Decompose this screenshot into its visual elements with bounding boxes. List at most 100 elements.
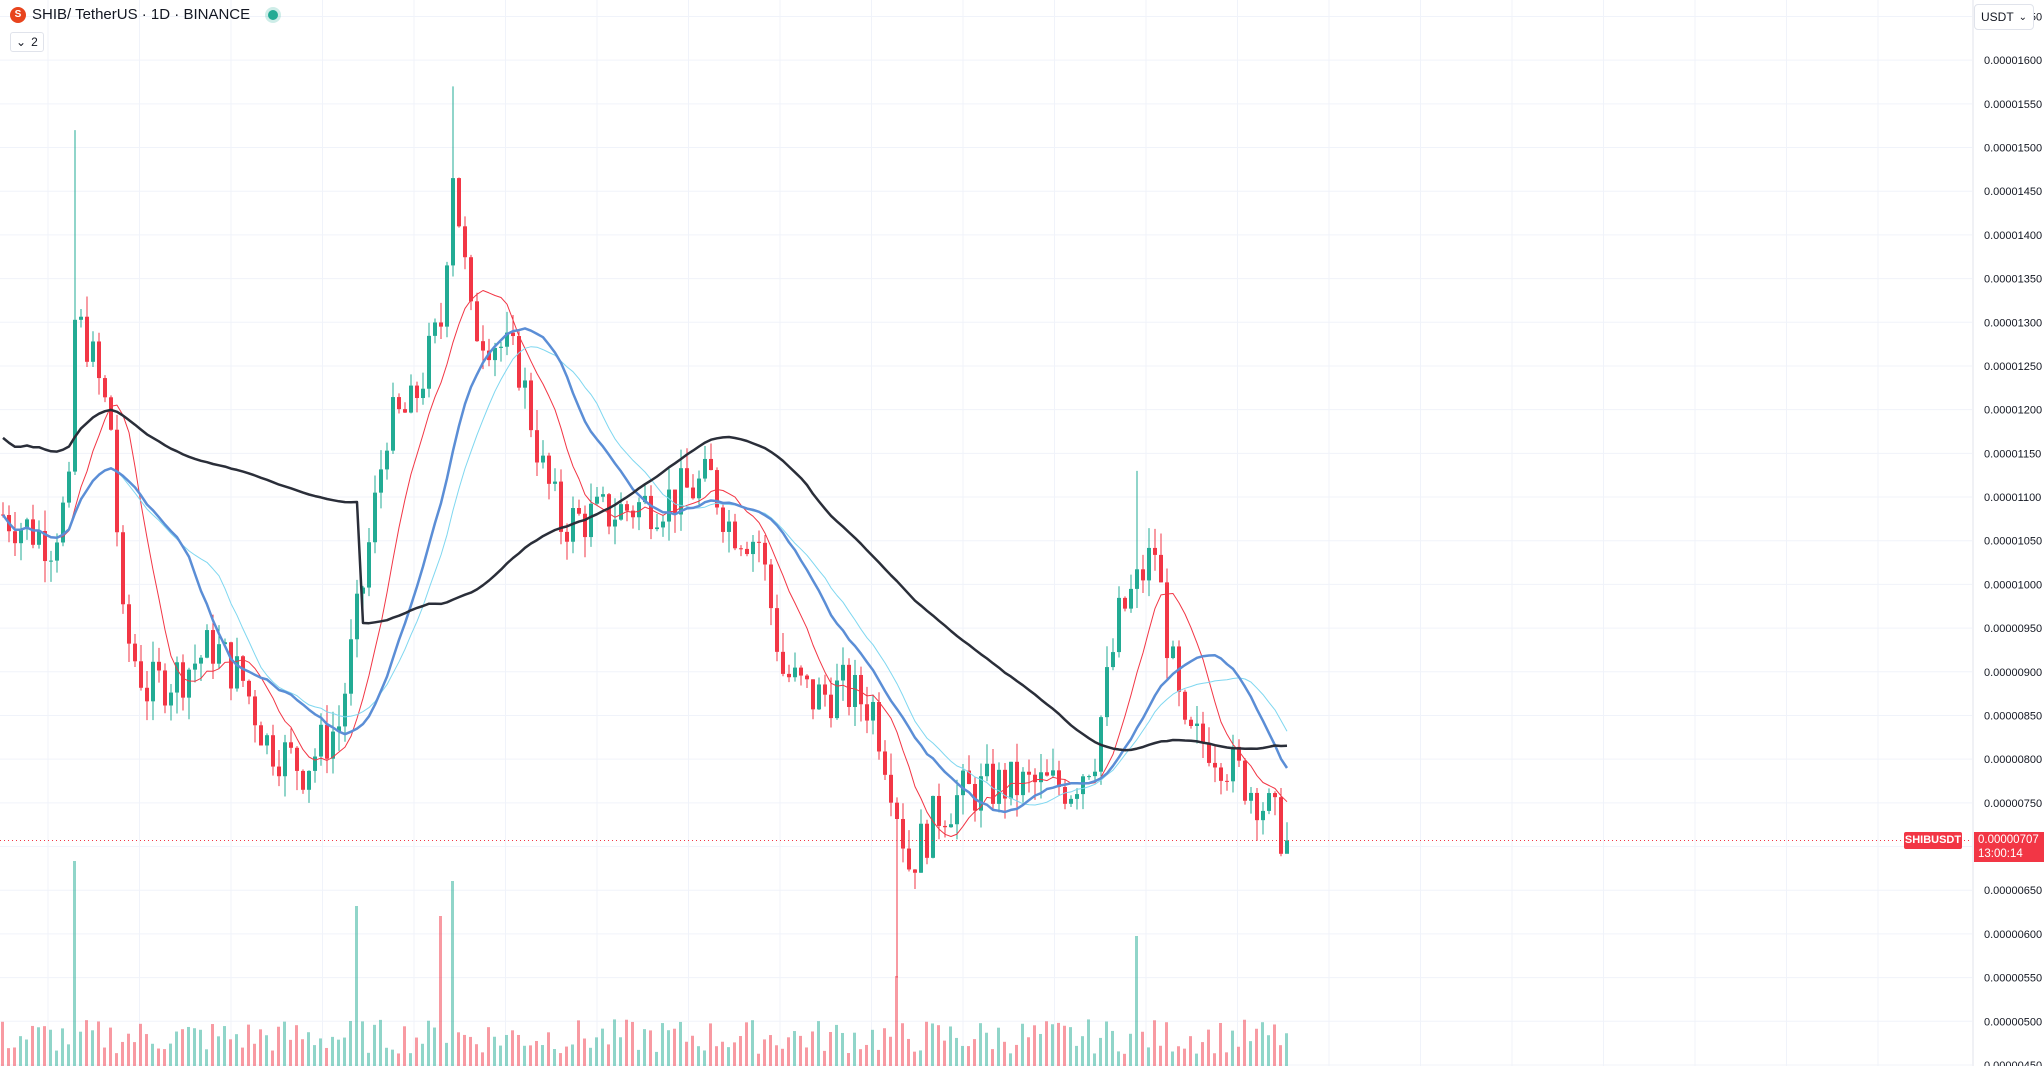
volume-bar [727, 1047, 730, 1066]
currency-select[interactable]: USDT ⌄ [1974, 4, 2034, 30]
candle-body [1237, 746, 1241, 761]
volume-bar [175, 1031, 178, 1066]
candle-body [289, 742, 293, 748]
candle-body [877, 702, 881, 752]
candle-body [295, 747, 299, 771]
candle-body [739, 548, 743, 550]
candle-body [763, 542, 767, 565]
price-tick-label: 0.00001150 [1984, 448, 2041, 460]
volume-bar [127, 1033, 130, 1066]
candle-body [1045, 772, 1049, 776]
candle-body [817, 684, 821, 710]
candle-body [781, 651, 785, 674]
volume-bar [217, 1036, 220, 1066]
candle-body [505, 332, 509, 347]
volume-bar [907, 1038, 910, 1066]
volume-bar [301, 1039, 304, 1066]
candle-body [1243, 760, 1247, 801]
candle-body [307, 770, 311, 790]
price-tick-label: 0.00001200 [1984, 405, 2042, 417]
volume-bar [955, 1037, 958, 1066]
volume-bar [181, 1029, 184, 1066]
volume-bar [1189, 1036, 1192, 1066]
volume-bar [577, 1020, 580, 1066]
ma-slow-line [2, 408, 1288, 752]
candle-body [835, 680, 839, 719]
volume-bar [865, 1044, 868, 1066]
candle-body [1201, 723, 1205, 744]
symbol-legend[interactable]: S SHIB / TetherUS · 1D · BINANCE [10, 6, 279, 23]
candle-body [787, 673, 791, 678]
volume-bar [19, 1036, 22, 1066]
volume-bar [877, 1049, 880, 1066]
volume-bar [199, 1029, 202, 1066]
candle-body [853, 674, 857, 707]
candle-body [559, 481, 563, 532]
candle-body [613, 519, 617, 527]
candle-body [589, 503, 593, 538]
bar-countdown: 13:00:14 [1978, 848, 2023, 861]
candle-body [451, 178, 455, 266]
volume-bar [607, 1044, 610, 1066]
volume-bar [343, 1037, 346, 1066]
volume-bar [313, 1045, 316, 1066]
volume-bar [415, 1037, 418, 1066]
volume-bar [463, 1034, 466, 1066]
volume-bar [973, 1039, 976, 1066]
price-tick-label: 0.00000750 [1984, 798, 2042, 810]
candle-body [445, 265, 449, 327]
volume-bar [385, 1047, 388, 1066]
volume-bar [667, 1030, 670, 1066]
volume-bar [103, 1047, 106, 1066]
volume-bar [259, 1029, 262, 1066]
volume-bar [1165, 1022, 1168, 1066]
volume-bar [325, 1047, 328, 1066]
candle-body [31, 519, 35, 545]
volume-bar [1273, 1024, 1276, 1066]
candle-body [1207, 743, 1211, 763]
volume-bar [1231, 1030, 1234, 1066]
candle-body [421, 388, 425, 399]
volume-bar [247, 1024, 250, 1066]
candle-body [271, 735, 275, 767]
volume-bar [271, 1050, 274, 1066]
indicators-toggle-button[interactable]: ⌄ 2 [10, 32, 44, 52]
volume-bar [679, 1021, 682, 1066]
candle-body [1171, 646, 1175, 659]
candle-body [943, 825, 947, 828]
candle-body [385, 450, 389, 470]
volume-bar [889, 1036, 892, 1066]
candle-body [433, 322, 437, 336]
candle-body [1051, 770, 1055, 776]
candle-body [1117, 597, 1121, 653]
candle-body [313, 756, 317, 771]
volume-bar [1225, 1052, 1228, 1066]
candle-body [703, 458, 707, 479]
volume-bar [565, 1046, 568, 1066]
candle-body [1195, 723, 1199, 726]
market-status-icon [268, 9, 279, 20]
price-tick-label: 0.00001000 [1984, 579, 2042, 591]
candle-body [67, 471, 71, 503]
price-tick-label: 0.00001300 [1984, 317, 2042, 329]
volume-bar [841, 1032, 844, 1066]
candle-body [601, 494, 605, 497]
candle-body [511, 332, 515, 337]
candle-body [475, 301, 479, 342]
chevron-down-icon: ⌄ [16, 35, 27, 49]
candle-body [463, 226, 467, 258]
volume-bar [439, 916, 442, 1066]
volume-bar [169, 1043, 172, 1066]
candle-body [697, 478, 701, 499]
candle-body [121, 532, 125, 605]
candle-body [85, 316, 89, 362]
volume-bar [649, 1030, 652, 1066]
candle-body [889, 774, 893, 803]
volume-bar [355, 906, 358, 1066]
volume-bar [1201, 1042, 1204, 1066]
candle-body [343, 693, 347, 727]
candle-body [493, 347, 497, 361]
candle-body [157, 661, 161, 671]
